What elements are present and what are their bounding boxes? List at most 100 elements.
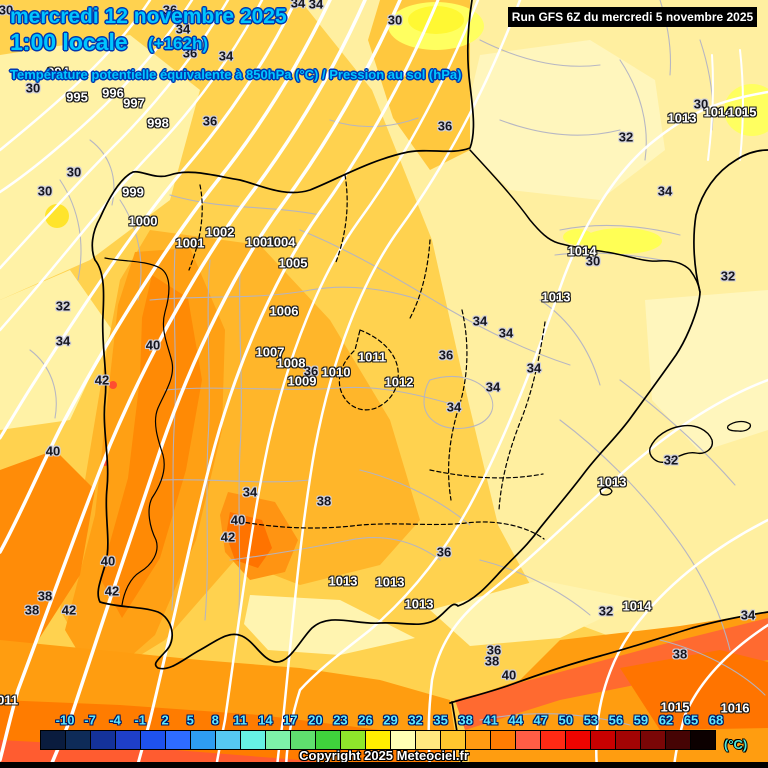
temperature-label: 34 (55, 333, 71, 349)
scale-cell (591, 731, 615, 749)
temperature-label: 34 (175, 21, 191, 37)
temperature-label: 34 (657, 183, 673, 199)
temperature-label: 36 (486, 642, 502, 658)
field-deep-orange-core (100, 275, 202, 618)
scale-tick-label: 47 (533, 712, 548, 728)
scale-tick-label: 68 (708, 712, 724, 728)
temperature-label: 32 (720, 268, 736, 284)
pressure-label: 1011 (357, 349, 387, 365)
temperature-label: 32 (663, 452, 679, 468)
pressure-label: 1009 (287, 373, 317, 389)
pressure-label: 1001 (245, 234, 275, 250)
terrain-lines (29, 0, 766, 726)
scale-cell (641, 731, 665, 749)
pressure-label: 1004 (266, 234, 296, 250)
temperature-label: 42 (61, 602, 77, 618)
scale-cell (166, 731, 190, 749)
temperature-label: 30 (693, 96, 709, 112)
scale-tick-label: 50 (558, 712, 573, 728)
field-hot-speck (109, 381, 117, 389)
temperature-label: 36 (182, 45, 198, 61)
scale-cell (691, 731, 715, 749)
temperature-label: 40 (100, 553, 116, 569)
pressure-label: 1016 (720, 700, 750, 716)
temperature-label: 30 (66, 164, 82, 180)
temperature-label: 36 (162, 2, 178, 18)
scale-tick-label: 56 (608, 712, 624, 728)
field-bright-pyrenees (582, 228, 662, 254)
temperature-label: 32 (55, 298, 71, 314)
field-bottom-right-core (620, 650, 768, 730)
menorca-island (726, 420, 752, 432)
scale-tick-label: 17 (283, 712, 298, 728)
scale-tick-label: 14 (258, 712, 273, 728)
scale-cell (541, 731, 565, 749)
pressure-label: 1015 (727, 104, 757, 120)
ibiza-island (599, 486, 613, 496)
pressure-label: 1014 (622, 598, 652, 614)
regional-borders (188, 174, 546, 540)
temperature-label: 42 (104, 583, 120, 599)
local-time: 1:00 locale (10, 29, 128, 55)
pressure-label: 995 (66, 89, 88, 105)
temperature-label: 36 (438, 347, 454, 363)
temperature-label: 38 (316, 493, 332, 509)
scale-cell (366, 731, 390, 749)
map-subtitle: Température potentielle équivalente à 85… (10, 67, 462, 82)
temperature-label: 30 (25, 80, 41, 96)
pressure-label: 1010 (321, 364, 351, 380)
pressure-label: 1005 (278, 255, 308, 271)
scale-tick-label: 5 (186, 712, 194, 728)
temperature-label: 34 (498, 325, 514, 341)
field-paler-france (460, 40, 665, 200)
scale-tick-label: 53 (583, 712, 599, 728)
scale-cell (466, 731, 490, 749)
temperature-label: 34 (242, 484, 258, 500)
temperature-label: 34 (308, 0, 324, 12)
temperature-label: 30 (37, 183, 53, 199)
temperature-label: 38 (37, 588, 53, 604)
field-africa-hot-band (455, 618, 768, 730)
scale-cell (266, 731, 290, 749)
temperature-label: 34 (526, 360, 542, 376)
scale-tick-label: 20 (308, 712, 323, 728)
scale-tick-label: 23 (333, 712, 348, 728)
temperature-label: 34 (446, 399, 462, 415)
field-south-blob-core (226, 512, 272, 568)
temperature-label: 34 (290, 0, 306, 11)
scale-tick-label: -10 (55, 712, 75, 728)
pressure-label: 1014 (703, 104, 733, 120)
scale-tick-label: 38 (458, 712, 473, 728)
field-bright-ne-corner (724, 84, 768, 136)
pressure-label: 1002 (205, 224, 235, 240)
scale-cell (116, 731, 140, 749)
scale-cell (416, 731, 440, 749)
coastline (91, 0, 768, 670)
scale-cell (241, 731, 265, 749)
scale-tick-label: 8 (211, 712, 219, 728)
pressure-label: 1012 (384, 374, 414, 390)
scale-cell (516, 731, 540, 749)
scale-cell (566, 731, 590, 749)
temperature-label: 36 (303, 363, 319, 379)
scale-tick-label: 26 (358, 712, 373, 728)
pressure-label: 997 (123, 95, 145, 111)
scale-cell (141, 731, 165, 749)
pressure-label: 1013 (667, 110, 697, 126)
scale-cell (66, 731, 90, 749)
temperature-label: 36 (202, 113, 218, 129)
pressure-label: 1000 (128, 213, 158, 229)
scale-cell (666, 731, 690, 749)
field-bright-pyrenees2 (563, 229, 593, 245)
scale-cell (91, 731, 115, 749)
scale-tick-label: -4 (109, 712, 121, 728)
pressure-label: 1013 (404, 596, 434, 612)
pressure-label: 1001 (175, 235, 205, 251)
scale-tick-label: 44 (508, 712, 523, 728)
temperature-label: 36 (437, 118, 453, 134)
pressure-label: 1015 (660, 699, 690, 715)
pressure-label: 1008 (276, 355, 306, 371)
